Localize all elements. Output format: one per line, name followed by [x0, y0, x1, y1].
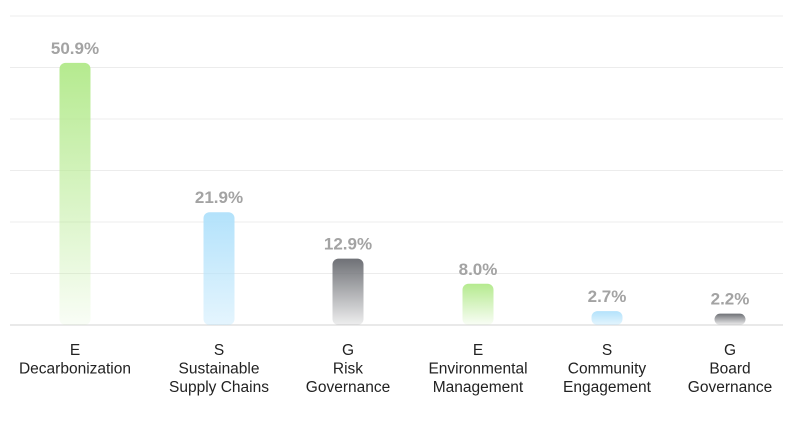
category-label-line: G — [342, 342, 354, 359]
category-label-line: Sustainable — [178, 361, 259, 378]
category-label-line: Decarbonization — [19, 361, 131, 378]
value-label-2: 21.9% — [195, 188, 243, 207]
category-label-line: Community — [568, 361, 647, 378]
category-label-line: Risk — [333, 361, 363, 378]
category-label-4: E Environmental Management — [428, 342, 527, 396]
category-label-3: G Risk Governance — [306, 342, 390, 396]
category-label-line: G — [724, 342, 736, 359]
category-label-line: Supply Chains — [169, 379, 269, 396]
category-label-line: S — [602, 342, 612, 359]
bar-1 — [59, 62, 91, 326]
bars — [59, 62, 746, 326]
gridlines — [10, 15, 783, 326]
category-label-line: Governance — [688, 379, 772, 396]
value-label-4: 8.0% — [459, 260, 498, 279]
category-label-line: Environmental — [428, 361, 527, 378]
bar-5 — [591, 311, 623, 325]
bar-3 — [332, 258, 364, 325]
category-label-line: Management — [433, 379, 524, 396]
category-label-line: Engagement — [563, 379, 652, 396]
category-label-line: S — [214, 342, 224, 359]
value-label-5: 2.7% — [588, 287, 627, 306]
value-label-6: 2.2% — [711, 290, 750, 309]
category-labels: E Decarbonization S Sustainable Supply Chain… — [19, 342, 772, 396]
bar-4 — [462, 283, 494, 325]
category-label-line: Board — [709, 361, 750, 378]
category-label-5: S Community Engagement — [563, 342, 652, 396]
value-labels: 50.9% 21.9% 12.9% 8.0% 2.7% 2.2% — [51, 39, 749, 309]
category-label-6: G Board Governance — [688, 342, 772, 396]
category-label-2: S Sustainable Supply Chains — [169, 342, 269, 396]
category-label-line: E — [70, 342, 80, 359]
value-label-1: 50.9% — [51, 39, 99, 58]
bar-6 — [714, 313, 746, 325]
category-label-line: E — [473, 342, 483, 359]
bar-2 — [203, 212, 235, 325]
value-label-3: 12.9% — [324, 235, 372, 254]
category-label-line: Governance — [306, 379, 390, 396]
category-label-1: E Decarbonization — [19, 342, 131, 378]
